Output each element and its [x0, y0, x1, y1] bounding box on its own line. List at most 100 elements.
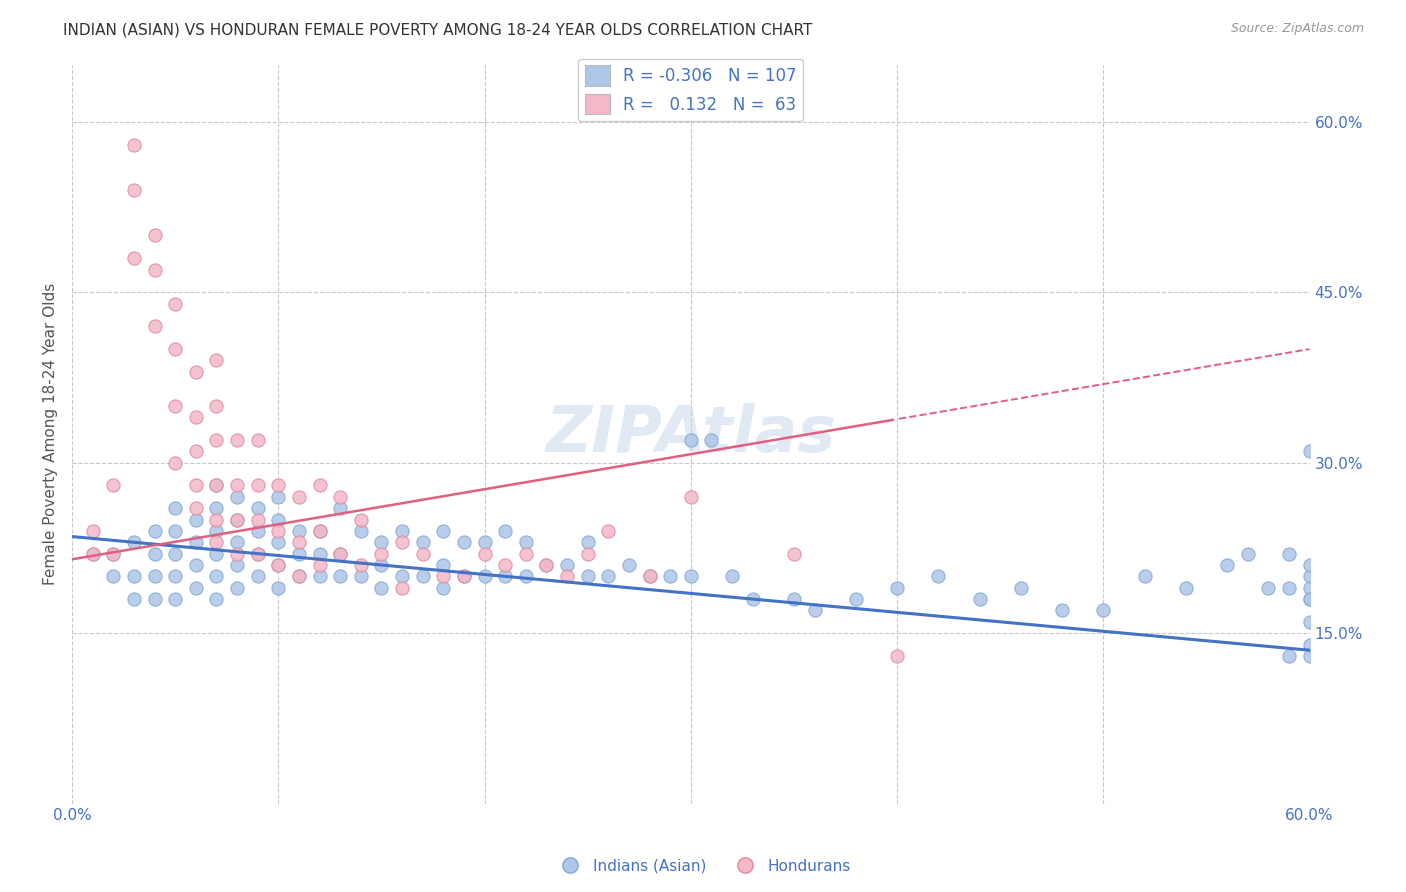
Point	[205, 592, 228, 607]
Point	[391, 569, 413, 583]
Point	[103, 547, 125, 561]
Point	[165, 342, 187, 356]
Point	[845, 592, 868, 607]
Point	[184, 410, 207, 425]
Point	[329, 547, 352, 561]
Point	[1174, 581, 1197, 595]
Point	[205, 547, 228, 561]
Point	[432, 569, 454, 583]
Point	[555, 569, 578, 583]
Point	[205, 353, 228, 368]
Point	[165, 501, 187, 516]
Point	[783, 592, 806, 607]
Point	[350, 569, 373, 583]
Point	[267, 581, 290, 595]
Point	[329, 569, 352, 583]
Point	[783, 547, 806, 561]
Point	[308, 569, 330, 583]
Point	[1278, 581, 1301, 595]
Point	[205, 478, 228, 492]
Point	[288, 535, 311, 549]
Point	[308, 558, 330, 572]
Point	[1236, 547, 1258, 561]
Point	[267, 490, 290, 504]
Text: ZIPAtlas: ZIPAtlas	[546, 403, 837, 466]
Point	[329, 547, 352, 561]
Point	[350, 558, 373, 572]
Point	[246, 433, 269, 447]
Point	[515, 535, 537, 549]
Point	[370, 547, 392, 561]
Point	[205, 535, 228, 549]
Point	[1216, 558, 1239, 572]
Point	[679, 433, 702, 447]
Point	[412, 535, 434, 549]
Point	[288, 547, 311, 561]
Point	[1133, 569, 1156, 583]
Point	[432, 558, 454, 572]
Point	[82, 547, 104, 561]
Point	[536, 558, 558, 572]
Point	[143, 524, 166, 538]
Point	[165, 296, 187, 310]
Point	[226, 512, 249, 526]
Point	[143, 262, 166, 277]
Point	[494, 569, 516, 583]
Point	[370, 558, 392, 572]
Point	[267, 535, 290, 549]
Point	[122, 592, 145, 607]
Point	[226, 535, 249, 549]
Point	[474, 547, 496, 561]
Point	[638, 569, 661, 583]
Point	[103, 478, 125, 492]
Point	[1257, 581, 1279, 595]
Point	[1298, 444, 1320, 458]
Point	[1298, 615, 1320, 629]
Point	[205, 524, 228, 538]
Point	[329, 501, 352, 516]
Point	[391, 581, 413, 595]
Point	[927, 569, 949, 583]
Point	[205, 399, 228, 413]
Y-axis label: Female Poverty Among 18-24 Year Olds: Female Poverty Among 18-24 Year Olds	[44, 283, 58, 585]
Point	[576, 569, 599, 583]
Point	[494, 558, 516, 572]
Point	[205, 478, 228, 492]
Legend: R = -0.306   N = 107, R =   0.132   N =  63: R = -0.306 N = 107, R = 0.132 N = 63	[578, 59, 803, 121]
Point	[1050, 603, 1073, 617]
Point	[205, 512, 228, 526]
Point	[143, 569, 166, 583]
Point	[226, 512, 249, 526]
Point	[329, 490, 352, 504]
Point	[226, 581, 249, 595]
Point	[226, 547, 249, 561]
Point	[391, 535, 413, 549]
Point	[741, 592, 763, 607]
Point	[226, 558, 249, 572]
Point	[82, 547, 104, 561]
Point	[598, 524, 620, 538]
Point	[246, 524, 269, 538]
Point	[246, 512, 269, 526]
Point	[453, 569, 475, 583]
Point	[143, 319, 166, 334]
Point	[1298, 569, 1320, 583]
Point	[886, 581, 908, 595]
Point	[205, 501, 228, 516]
Point	[184, 581, 207, 595]
Point	[1298, 558, 1320, 572]
Point	[122, 137, 145, 152]
Point	[122, 569, 145, 583]
Point	[184, 512, 207, 526]
Point	[1298, 581, 1320, 595]
Point	[679, 490, 702, 504]
Point	[391, 524, 413, 538]
Point	[453, 535, 475, 549]
Point	[246, 547, 269, 561]
Point	[1298, 638, 1320, 652]
Point	[969, 592, 991, 607]
Point	[555, 558, 578, 572]
Point	[1298, 592, 1320, 607]
Point	[246, 501, 269, 516]
Point	[165, 524, 187, 538]
